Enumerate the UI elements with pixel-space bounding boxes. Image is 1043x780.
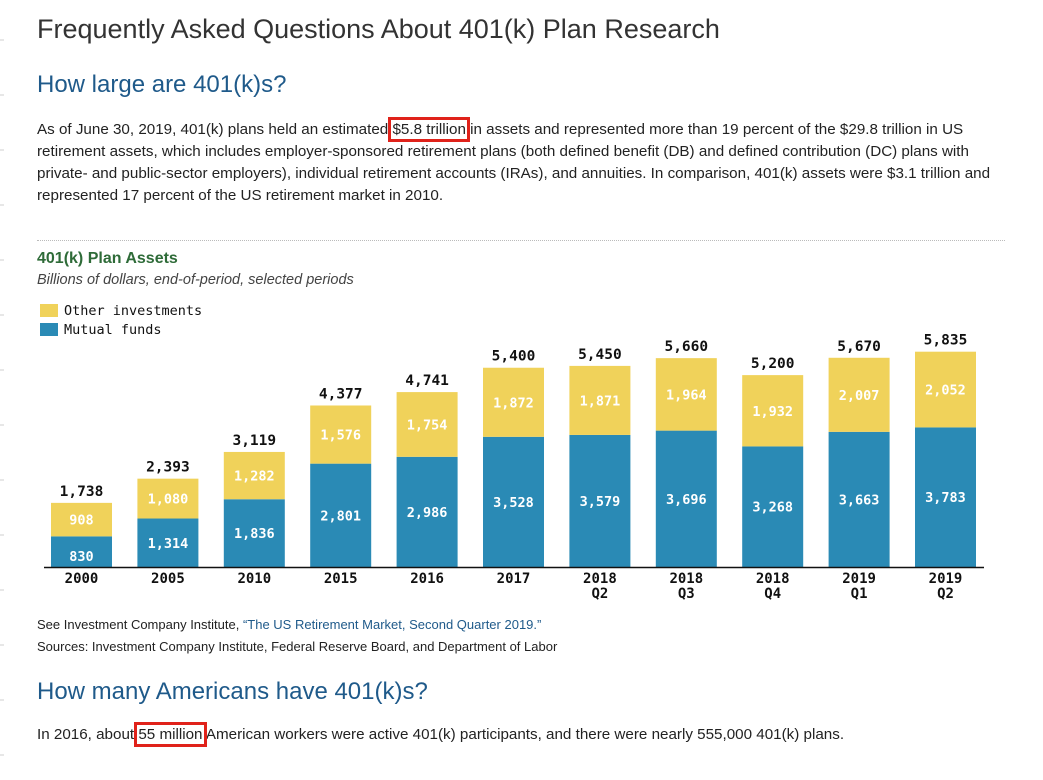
data-label-mutual-1: 1,314 xyxy=(148,536,189,552)
see-reference-prefix: See Investment Company Institute, xyxy=(37,617,243,632)
x-tick-label-9-0: 2019 xyxy=(842,571,876,587)
section-heading-how-large: How large are 401(k)s? xyxy=(37,71,287,98)
total-label-9: 5,670 xyxy=(837,339,881,355)
x-tick-label-10-1: Q2 xyxy=(937,586,954,602)
sources-note: Sources: Investment Company Institute, F… xyxy=(37,639,558,654)
retirement-market-report-link[interactable]: “The US Retirement Market, Second Quarte… xyxy=(242,617,542,632)
total-label-4: 4,741 xyxy=(405,373,449,389)
see-reference-note: See Investment Company Institute, “The U… xyxy=(37,617,541,632)
legend-swatch-mutual xyxy=(40,323,58,336)
legend-item-other-investments: Other investments xyxy=(40,301,202,320)
bar-other-investments-6 xyxy=(569,365,631,435)
total-label-2: 3,119 xyxy=(232,433,276,449)
data-label-other-2: 1,282 xyxy=(234,469,275,485)
section2-text-before: In 2016, about xyxy=(37,726,139,743)
x-tick-label-3-0: 2015 xyxy=(324,571,358,587)
x-tick-label-9-1: Q1 xyxy=(851,586,868,602)
bar-mutual-funds-4 xyxy=(396,456,458,567)
bar-other-investments-7 xyxy=(655,358,717,431)
data-label-mutual-8: 3,268 xyxy=(752,500,793,516)
data-label-mutual-7: 3,696 xyxy=(666,492,707,508)
data-label-mutual-6: 3,579 xyxy=(580,494,621,510)
data-label-other-1: 1,080 xyxy=(148,492,189,508)
bar-other-investments-2 xyxy=(223,451,285,500)
x-tick-label-7-0: 2018 xyxy=(669,571,703,587)
data-label-other-5: 1,872 xyxy=(493,395,534,411)
legend-label-mutual: Mutual funds xyxy=(64,321,162,338)
x-tick-label-6-1: Q2 xyxy=(591,586,608,602)
bar-other-investments-9 xyxy=(828,357,890,432)
highlight-fifty-five-million: 55 million xyxy=(134,722,207,747)
section2-paragraph: In 2016, about 55 million American worke… xyxy=(37,722,1005,747)
data-label-other-6: 1,871 xyxy=(580,393,621,409)
total-label-7: 5,660 xyxy=(664,339,708,355)
data-label-other-8: 1,932 xyxy=(752,404,793,420)
bar-mutual-funds-9 xyxy=(828,431,890,567)
bar-mutual-funds-1 xyxy=(137,518,199,567)
section-divider xyxy=(37,240,1005,241)
bar-chart: 830 908 1,738 2000 1,314 1,080 2,393 2005 1,836 1… xyxy=(44,333,984,602)
total-label-8: 5,200 xyxy=(751,356,795,372)
data-label-other-0: 908 xyxy=(69,513,93,529)
total-label-5: 5,400 xyxy=(492,349,536,365)
legend-label-other: Other investments xyxy=(64,302,203,319)
x-tick-label-6-0: 2018 xyxy=(583,571,617,587)
data-label-mutual-2: 1,836 xyxy=(234,526,275,542)
section1-paragraph: As of June 30, 2019, 401(k) plans held a… xyxy=(37,117,1005,207)
data-label-other-9: 2,007 xyxy=(839,388,880,404)
x-tick-label-4-0: 2016 xyxy=(410,571,444,587)
x-tick-label-8-1: Q4 xyxy=(764,586,781,602)
chart-title: 401(k) Plan Assets xyxy=(37,250,178,267)
data-label-other-3: 1,576 xyxy=(320,428,361,444)
bar-other-investments-3 xyxy=(310,405,372,464)
data-label-mutual-0: 830 xyxy=(69,549,93,565)
left-margin-ticks xyxy=(0,39,4,756)
section-heading-how-many: How many Americans have 401(k)s? xyxy=(37,678,428,705)
x-tick-label-5-0: 2017 xyxy=(497,571,531,587)
total-label-0: 1,738 xyxy=(60,484,104,500)
x-tick-label-7-1: Q3 xyxy=(678,586,695,602)
bar-other-investments-4 xyxy=(396,392,458,457)
x-tick-label-2-0: 2010 xyxy=(237,571,271,587)
legend-item-mutual-funds: Mutual funds xyxy=(40,320,202,339)
section1-text-before: As of June 30, 2019, 401(k) plans held a… xyxy=(37,121,393,138)
bar-mutual-funds-10 xyxy=(915,427,976,567)
data-label-mutual-3: 2,801 xyxy=(320,508,361,524)
data-label-other-10: 2,052 xyxy=(925,383,966,399)
bar-other-investments-1 xyxy=(137,478,199,519)
bar-other-investments-10 xyxy=(915,351,976,428)
bar-mutual-funds-8 xyxy=(742,446,804,567)
bar-other-investments-8 xyxy=(742,375,804,447)
bar-other-investments-0 xyxy=(51,502,112,537)
bar-mutual-funds-7 xyxy=(655,430,717,567)
total-label-3: 4,377 xyxy=(319,386,363,402)
x-tick-label-1-0: 2005 xyxy=(151,571,185,587)
total-label-6: 5,450 xyxy=(578,347,622,363)
x-tick-label-10-0: 2019 xyxy=(929,571,963,587)
legend-swatch-other xyxy=(40,304,58,317)
section2-text-after: American workers were active 401(k) part… xyxy=(202,726,845,743)
bar-mutual-funds-6 xyxy=(569,434,631,567)
data-label-mutual-4: 2,986 xyxy=(407,505,448,521)
data-label-mutual-5: 3,528 xyxy=(493,495,534,511)
bar-mutual-funds-2 xyxy=(223,499,285,567)
data-label-other-4: 1,754 xyxy=(407,417,448,433)
highlight-five-point-eight-trillion: $5.8 trillion xyxy=(388,117,470,142)
data-label-mutual-9: 3,663 xyxy=(839,492,880,508)
chart-legend: Other investments Mutual funds xyxy=(40,301,202,339)
bar-mutual-funds-5 xyxy=(483,436,544,567)
x-tick-label-8-0: 2018 xyxy=(756,571,790,587)
total-label-1: 2,393 xyxy=(146,460,190,476)
bar-mutual-funds-0 xyxy=(51,536,112,567)
data-label-mutual-10: 3,783 xyxy=(925,490,966,506)
chart-subtitle: Billions of dollars, end-of-period, sele… xyxy=(37,272,354,288)
bar-mutual-funds-3 xyxy=(310,463,372,567)
total-label-10: 5,835 xyxy=(924,333,968,349)
data-label-other-7: 1,964 xyxy=(666,387,707,403)
page-title: Frequently Asked Questions About 401(k) … xyxy=(37,14,720,44)
x-tick-label-0-0: 2000 xyxy=(65,571,99,587)
bar-other-investments-5 xyxy=(483,367,544,437)
section1-text-after: in assets and represented more than 19 p… xyxy=(37,121,991,204)
